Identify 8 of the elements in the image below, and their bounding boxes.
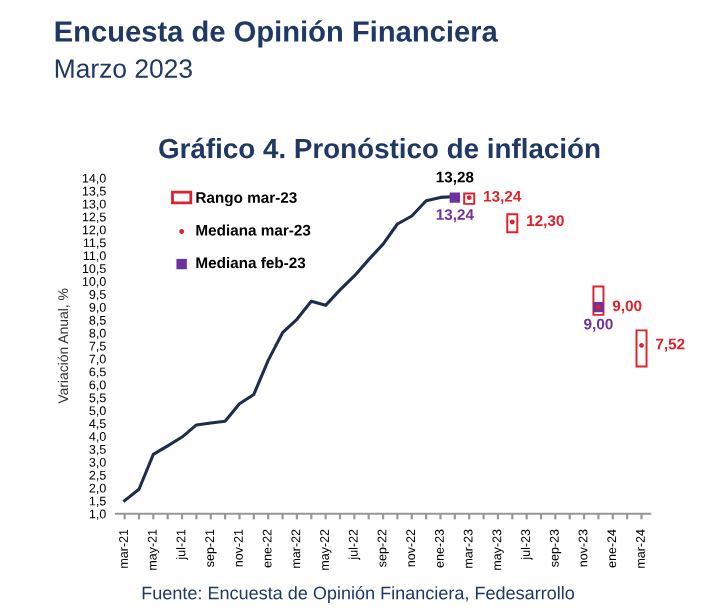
text: Gráfico 4. Pronóstico de inflación [159,137,600,159]
source-note: Fuente: Encuesta de Opinión Financiera, Fedesarrollo [142,585,575,603]
chart-title: Encuesta de Opinión Financiera [55,20,498,48]
point [449,192,461,203]
bar [635,329,648,368]
chart-subtitle: Marzo 2023 [55,59,192,78]
bar [506,213,519,234]
bar [592,285,605,316]
